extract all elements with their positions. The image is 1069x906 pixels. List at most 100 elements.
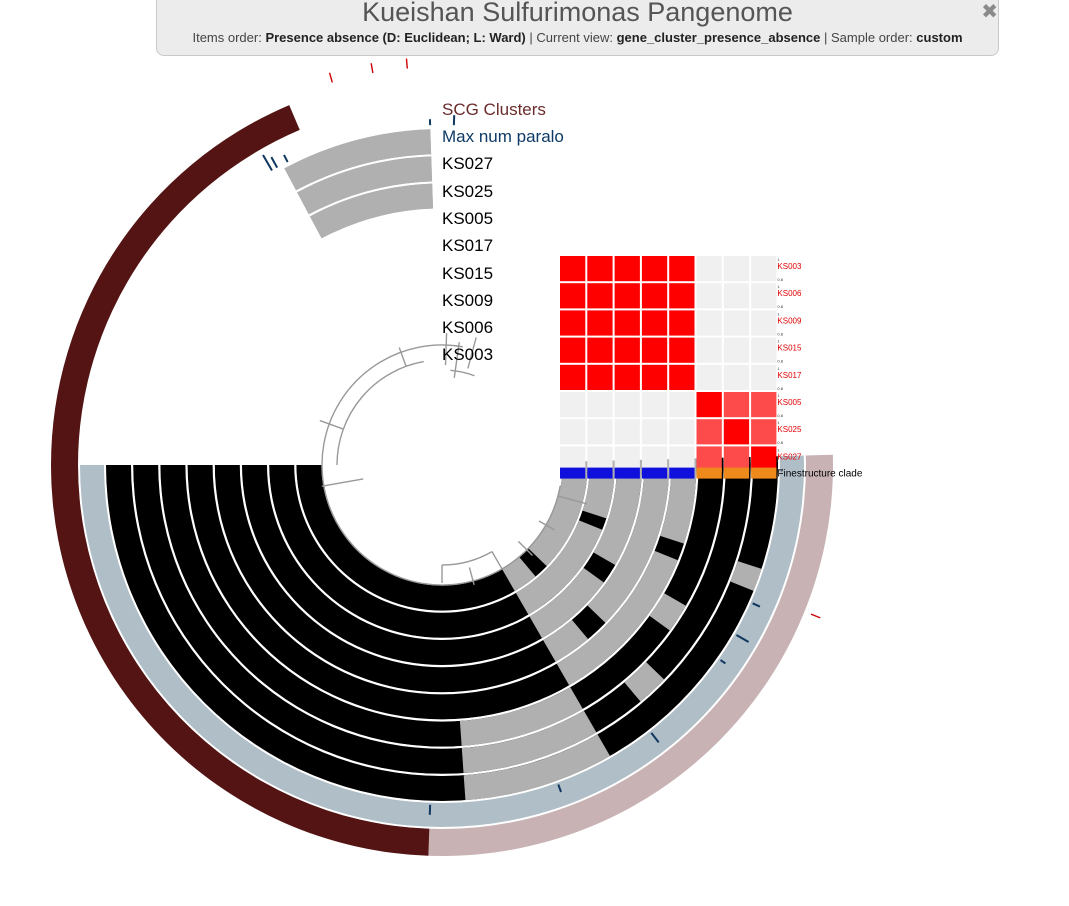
page-title: Kueishan Sulfurimonas Pangenome	[362, 0, 793, 27]
genome-label-ks009: KS009	[442, 291, 493, 310]
heatmap-cell	[614, 310, 640, 336]
tree-arc	[321, 344, 561, 586]
heatmap-cell	[587, 310, 613, 336]
heatmap-cell	[696, 364, 722, 390]
heatmap-cell	[696, 337, 722, 363]
heatmap-cell	[560, 392, 586, 418]
heatmap-cell	[696, 310, 722, 336]
marker-tick	[328, 72, 333, 83]
heatmap-cell	[669, 392, 695, 418]
heatmap-row-label-ks009: KS009	[777, 316, 802, 325]
clade-color-cell	[696, 467, 722, 479]
block-arc	[484, 631, 504, 660]
view-info: Items order: Presence absence (D: Euclid…	[157, 29, 998, 47]
items-order-label: Items order:	[192, 30, 262, 45]
paralog-bar	[262, 154, 273, 172]
heatmap-tick-top: 1	[777, 366, 780, 371]
current-view-label: | Current view:	[529, 30, 613, 45]
heatmap-cell	[587, 256, 613, 282]
scg-ring-dark-top	[51, 105, 300, 465]
heatmap-cell	[641, 364, 668, 390]
heatmap-row-label-ks006: KS006	[777, 289, 802, 298]
block-arc	[502, 595, 524, 623]
heatmap-cell	[723, 256, 750, 282]
heatmap-cell	[641, 310, 668, 336]
paralog-bar	[283, 154, 289, 163]
paralog-label: Max num paralo	[442, 127, 564, 146]
genome-ring-ks017	[187, 210, 697, 720]
sample-order-label: | Sample order:	[824, 30, 913, 45]
block-arc	[504, 709, 530, 739]
heatmap-tick-top: 1	[777, 311, 780, 316]
tree-branch	[467, 337, 477, 369]
paralog-bar	[557, 784, 562, 793]
ring-separator	[131, 154, 753, 776]
heatmap-cell	[614, 392, 640, 418]
tree-branch	[538, 520, 555, 531]
heatmap-tick-bottom: 0.8	[777, 331, 783, 336]
ring-separator	[294, 317, 590, 613]
paralog-bar	[735, 634, 750, 643]
tree-branch	[319, 419, 344, 430]
genome-label-ks005: KS005	[442, 209, 493, 228]
heatmap-cell	[587, 392, 613, 418]
heatmap-cell	[723, 364, 750, 390]
genome-ring-ks009	[242, 265, 642, 665]
heatmap-cell	[614, 256, 640, 282]
heatmap-row-label-ks003: KS003	[777, 262, 802, 271]
heatmap-cell	[641, 337, 668, 363]
heatmap-cell	[751, 392, 777, 418]
tree-branch	[468, 567, 475, 585]
clade-color-cell	[641, 467, 668, 479]
heatmap-cell	[723, 337, 750, 363]
paralog-bar	[270, 156, 279, 169]
scg-clusters-label: SCG Clusters	[442, 100, 546, 119]
clade-color-cell	[723, 467, 750, 479]
heatmap-cell	[751, 310, 777, 336]
heatmap-cell	[723, 310, 750, 336]
genome-label-ks025: KS025	[442, 182, 493, 201]
items-order-value: Presence absence (D: Euclidean; L: Ward)	[265, 30, 526, 45]
heatmap-cell	[560, 446, 586, 472]
heatmap-cell	[587, 337, 613, 363]
clade-color-cell	[751, 467, 777, 479]
block-arc	[535, 667, 562, 698]
heatmap-tick-bottom: 0.8	[777, 304, 783, 309]
close-icon[interactable]: ✖	[981, 0, 998, 23]
genome-ring-ks003	[296, 319, 588, 611]
marker-tick	[810, 613, 821, 619]
heatmap-cell	[560, 419, 586, 445]
block-arc	[583, 552, 616, 583]
tree-arc	[450, 369, 475, 377]
tree-branch	[321, 478, 364, 487]
heatmap-cell	[587, 446, 613, 472]
heatmap-cell	[669, 337, 695, 363]
heatmap-cell	[641, 256, 668, 282]
clade-color-cell	[560, 467, 586, 479]
tree-branch	[398, 347, 407, 367]
tree-branch	[557, 495, 588, 505]
heatmap-tick-top: 1	[777, 339, 780, 344]
heatmap-cell	[587, 364, 613, 390]
heatmap-cell	[614, 419, 640, 445]
heatmap-row-label-ks025: KS025	[777, 425, 802, 434]
absence-arc	[529, 458, 642, 639]
heatmap-cell	[669, 446, 695, 472]
heatmap-tick-bottom: 0.8	[777, 440, 783, 445]
genome-label-ks006: KS006	[442, 318, 493, 337]
layer-rings	[51, 58, 842, 856]
heatmap-cell	[560, 256, 586, 282]
heatmap-cell	[669, 364, 695, 390]
tree-arc	[441, 550, 493, 566]
heatmap-cell	[751, 256, 777, 282]
heatmap-cell	[560, 364, 586, 390]
heatmap-cell	[641, 419, 668, 445]
heatmap-cell	[696, 446, 722, 472]
ring-separator	[267, 290, 617, 640]
heatmap-cell	[696, 256, 722, 282]
heatmap-cell	[751, 337, 777, 363]
heatmap-cell	[587, 419, 613, 445]
heatmap-cell	[641, 283, 668, 309]
heatmap-row-label-ks005: KS005	[777, 398, 802, 407]
